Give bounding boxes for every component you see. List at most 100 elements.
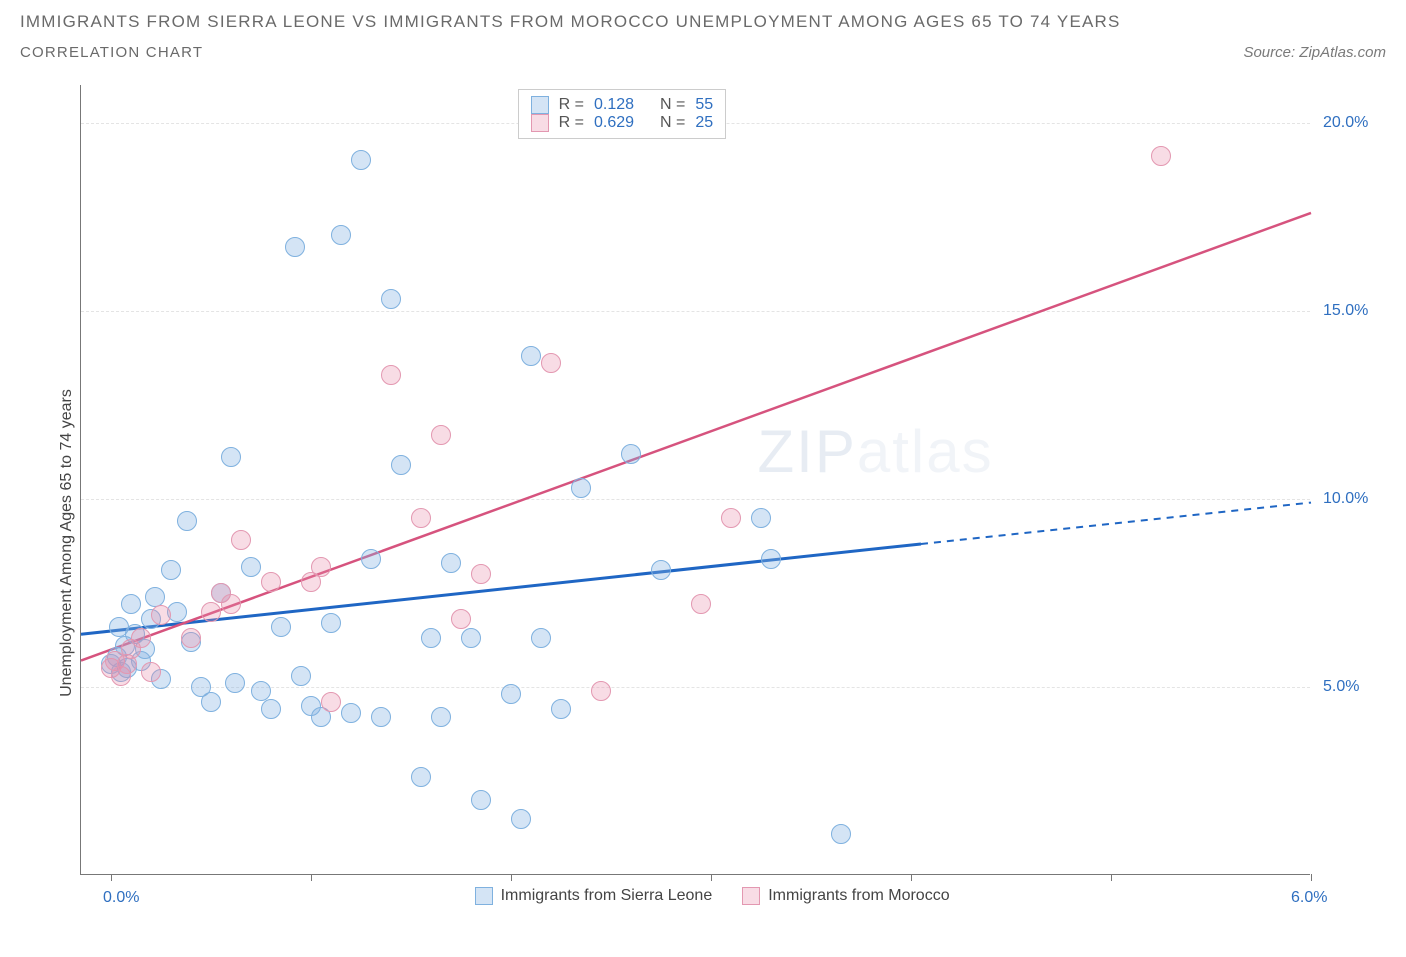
data-point [471, 790, 491, 810]
data-point [145, 587, 165, 607]
data-point [441, 553, 461, 573]
n-label: N = [660, 96, 685, 114]
n-label: N = [660, 114, 685, 132]
stats-legend-row: R = 0.128 N = 55 [531, 96, 713, 114]
r-label: R = [559, 96, 584, 114]
data-point [551, 699, 571, 719]
data-point [721, 508, 741, 528]
y-tick-label: 10.0% [1323, 490, 1368, 508]
x-tick [311, 874, 312, 881]
plot-area: 5.0%10.0%15.0%20.0%0.0%6.0%ZIPatlasR =0.… [80, 85, 1310, 875]
data-point [177, 511, 197, 531]
stats-legend-row: R = 0.629 N = 25 [531, 114, 713, 132]
data-point [251, 681, 271, 701]
data-point [181, 628, 201, 648]
data-point [651, 560, 671, 580]
data-point [361, 549, 381, 569]
legend-swatch [742, 887, 760, 905]
data-point [331, 225, 351, 245]
data-point [831, 824, 851, 844]
y-tick-label: 20.0% [1323, 114, 1368, 132]
x-tick-label: 6.0% [1291, 889, 1327, 907]
data-point [761, 549, 781, 569]
data-point [451, 609, 471, 629]
data-point [431, 425, 451, 445]
data-point [241, 557, 261, 577]
legend-swatch [531, 96, 549, 114]
data-point [321, 692, 341, 712]
series-legend-label: Immigrants from Morocco [768, 887, 949, 905]
data-point [521, 346, 541, 366]
source-attribution: Source: ZipAtlas.com [1243, 44, 1386, 61]
data-point [201, 602, 221, 622]
data-point [571, 478, 591, 498]
data-point [511, 809, 531, 829]
stats-legend: R = 0.128 N = 55 R = 0.629 N = 25 [518, 89, 726, 139]
legend-swatch [475, 887, 493, 905]
r-label: R = [559, 114, 584, 132]
data-point [341, 703, 361, 723]
x-tick [511, 874, 512, 881]
data-point [141, 662, 161, 682]
data-point [541, 353, 561, 373]
y-tick-label: 15.0% [1323, 302, 1368, 320]
data-point [285, 237, 305, 257]
data-point [621, 444, 641, 464]
legend-swatch [531, 114, 549, 132]
series-legend-item: Immigrants from Sierra Leone [475, 887, 713, 905]
y-tick-label: 5.0% [1323, 678, 1359, 696]
y-axis-label: Unemployment Among Ages 65 to 74 years [58, 389, 76, 697]
x-tick [1111, 874, 1112, 881]
trend-lines [81, 85, 1311, 875]
correlation-chart: 5.0%10.0%15.0%20.0%0.0%6.0%ZIPatlasR =0.… [20, 75, 1386, 945]
data-point [751, 508, 771, 528]
n-value: 25 [695, 114, 713, 132]
series-legend-item: Immigrants from Morocco [742, 887, 949, 905]
series-legend-label: Immigrants from Sierra Leone [501, 887, 713, 905]
r-value: 0.629 [594, 114, 650, 132]
data-point [291, 666, 311, 686]
r-value: 0.128 [594, 96, 650, 114]
data-point [691, 594, 711, 614]
data-point [531, 628, 551, 648]
data-point [225, 673, 245, 693]
x-tick-label: 0.0% [103, 889, 139, 907]
data-point [121, 594, 141, 614]
data-point [311, 557, 331, 577]
data-point [371, 707, 391, 727]
data-point [431, 707, 451, 727]
data-point [321, 613, 341, 633]
data-point [161, 560, 181, 580]
x-tick [711, 874, 712, 881]
data-point [411, 767, 431, 787]
data-point [131, 628, 151, 648]
data-point [381, 365, 401, 385]
data-point [381, 289, 401, 309]
data-point [261, 699, 281, 719]
series-legend: Immigrants from Sierra Leone Immigrants f… [475, 887, 950, 905]
data-point [261, 572, 281, 592]
page-subtitle: CORRELATION CHART [20, 44, 203, 61]
data-point [271, 617, 291, 637]
data-point [461, 628, 481, 648]
data-point [421, 628, 441, 648]
data-point [221, 594, 241, 614]
data-point [501, 684, 521, 704]
data-point [411, 508, 431, 528]
x-tick [1311, 874, 1312, 881]
data-point [151, 605, 171, 625]
data-point [391, 455, 411, 475]
data-point [471, 564, 491, 584]
n-value: 55 [695, 96, 713, 114]
data-point [231, 530, 251, 550]
data-point [201, 692, 221, 712]
x-tick [111, 874, 112, 881]
data-point [221, 447, 241, 467]
page-title: IMMIGRANTS FROM SIERRA LEONE VS IMMIGRAN… [20, 12, 1121, 32]
data-point [1151, 146, 1171, 166]
x-tick [911, 874, 912, 881]
trend-line [81, 213, 1311, 661]
trend-line-extrapolated [921, 503, 1311, 544]
data-point [591, 681, 611, 701]
data-point [351, 150, 371, 170]
